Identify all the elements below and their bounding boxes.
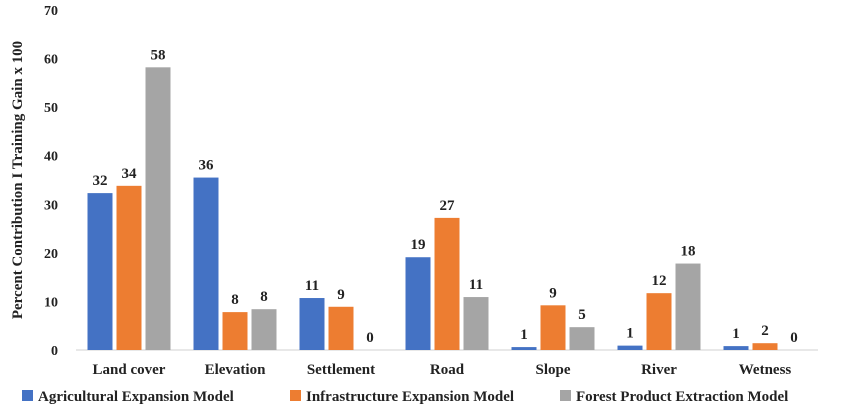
data-label: 11 [305,278,319,294]
data-label: 11 [469,277,483,293]
y-tick-label: 40 [44,150,58,165]
bar [328,306,354,350]
data-label: 8 [260,289,268,305]
bar [646,293,672,350]
legend-swatch [22,390,33,401]
bar [405,257,431,350]
bar [299,298,325,350]
category-labels: Land cover Elevation Settlement Road Slope Ri… [93,362,792,378]
bar [193,177,219,350]
data-label: 36 [199,158,215,174]
data-label: 0 [366,330,374,346]
y-axis-ticks: 0 10 20 30 40 50 60 70 [44,4,58,359]
data-label: 1 [520,327,528,343]
legend-swatch [290,390,301,401]
bar [675,263,701,350]
data-label: 1 [626,326,634,342]
y-tick-label: 60 [44,53,58,68]
x-tick-label: Land cover [93,362,166,378]
data-label: 27 [440,198,456,214]
bar [723,346,749,350]
y-tick-label: 10 [44,295,58,310]
bars [87,67,778,351]
data-label: 32 [93,173,108,189]
y-axis-label: Percent Contribution I Training Gain x 1… [10,41,26,319]
data-label: 0 [790,330,798,346]
y-tick-label: 30 [44,198,58,213]
data-label: 1 [732,326,740,342]
legend: Agricultural Expansion Model Infrastructu… [22,389,788,405]
bar [251,309,277,350]
bar [222,312,248,350]
bar [116,185,142,350]
y-tick-label: 70 [44,4,58,19]
bar [617,345,643,350]
legend-label: Agricultural Expansion Model [38,389,234,405]
x-tick-label: Road [430,362,465,378]
data-label: 8 [231,292,239,308]
data-label: 19 [411,237,426,253]
bar [511,347,537,350]
bar [145,67,171,351]
data-label: 2 [761,323,769,339]
bar [540,305,566,350]
bar [434,217,460,350]
legend-label: Infrastructure Expansion Model [306,389,514,405]
bar [752,343,778,350]
data-label: 9 [337,287,345,303]
bar [569,327,595,350]
x-tick-label: Elevation [205,362,266,378]
y-tick-label: 50 [44,101,58,116]
bar [463,297,489,350]
y-tick-label: 20 [44,247,58,262]
data-label: 34 [122,166,138,182]
data-label: 5 [578,307,586,323]
x-tick-label: River [641,362,677,378]
data-label: 18 [681,244,696,260]
y-tick-label: 0 [51,344,58,359]
x-tick-label: Wetness [739,362,792,378]
legend-label: Forest Product Extraction Model [576,389,788,405]
data-label: 9 [549,285,557,301]
legend-swatch [560,390,571,401]
x-tick-label: Slope [535,362,570,378]
x-tick-label: Settlement [307,362,375,378]
bar [87,193,113,350]
data-label: 12 [652,273,667,289]
data-label: 58 [151,47,166,63]
